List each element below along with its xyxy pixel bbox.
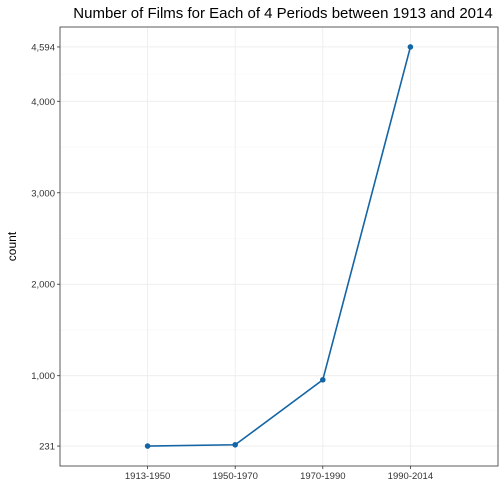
y-tick-label: 4,000 — [31, 97, 55, 108]
chart-title: Number of Films for Each of 4 Periods be… — [73, 5, 492, 22]
y-tick-label: 4,594 — [31, 42, 55, 53]
data-point — [407, 44, 414, 50]
x-tick-label: 1913-1950 — [125, 471, 170, 482]
y-tick-label: 3,000 — [31, 188, 55, 199]
series-line — [147, 46, 412, 447]
y-tick-label: 2,000 — [31, 280, 55, 291]
x-axis: 1913-1950 1950-1970 1970-1990 1990-2014 — [125, 466, 433, 482]
data-point — [232, 441, 238, 448]
plot-panel — [59, 26, 499, 467]
x-tick-label: 1950-1970 — [212, 471, 257, 482]
x-tick-label: 1970-1990 — [300, 471, 345, 482]
data-point — [144, 443, 151, 449]
panel-border — [59, 26, 499, 467]
y-axis: 231 1,000 2,000 3,000 4,000 4,594 — [31, 42, 60, 453]
y-axis-title: count — [5, 231, 19, 261]
y-tick-label: 231 — [39, 442, 55, 453]
y-tick-label: 1,000 — [31, 371, 55, 382]
data-point — [320, 377, 326, 383]
x-tick-label: 1990-2014 — [388, 471, 433, 482]
